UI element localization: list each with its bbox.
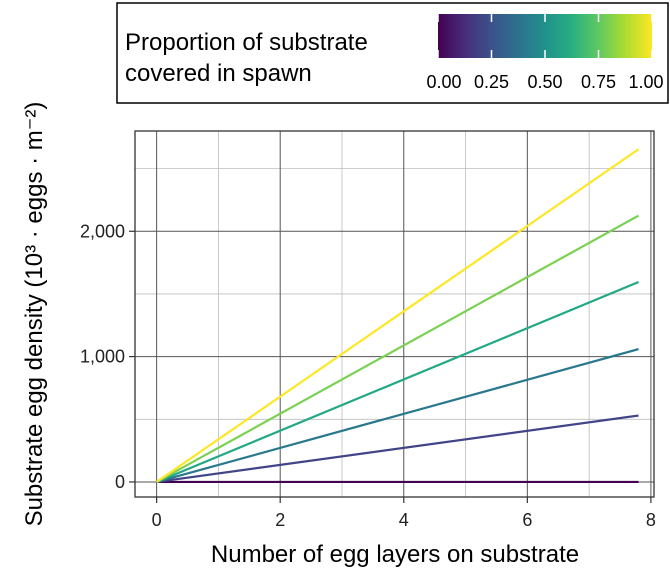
colorbar-tick-label: 0.75 [581, 72, 616, 92]
x-tick-label: 6 [522, 510, 532, 530]
y-axis-title: Substrate egg density (10³ · eggs · m⁻²) [21, 102, 48, 527]
legend-title-line-2: covered in spawn [125, 60, 312, 87]
series-line [156, 414, 639, 484]
colorbar-tick-label: 0.00 [426, 72, 461, 92]
y-tick-label: 2,000 [80, 221, 125, 241]
colorbar-tick-label: 0.50 [527, 72, 562, 92]
colorbar-ticks: 0.00 0.25 0.50 0.75 1.00 [426, 14, 664, 92]
plot-area [134, 130, 655, 498]
x-tick-label: 8 [646, 510, 656, 530]
x-axis-title: Number of egg layers on substrate [211, 541, 579, 568]
y-axis: 0 1,000 2,000 [80, 221, 135, 492]
series-lines [155, 148, 640, 484]
legend: Proportion of substrate covered in spawn… [116, 2, 669, 104]
legend-title-line-1: Proportion of substrate [125, 29, 368, 56]
series-line [156, 214, 640, 483]
series-line [155, 148, 640, 483]
grid-minor [135, 131, 654, 497]
x-tick-label: 0 [152, 510, 162, 530]
x-axis: 0 2 4 6 8 [152, 497, 656, 530]
colorbar-tick-label: 0.25 [474, 72, 509, 92]
series-line [156, 281, 639, 483]
x-tick-label: 4 [399, 510, 409, 530]
colorbar-tick-label: 1.00 [628, 72, 663, 92]
x-tick-label: 2 [275, 510, 285, 530]
series-line [156, 348, 639, 484]
plot-border [134, 130, 655, 498]
y-tick-label: 1,000 [80, 347, 125, 367]
y-tick-label: 0 [115, 472, 125, 492]
